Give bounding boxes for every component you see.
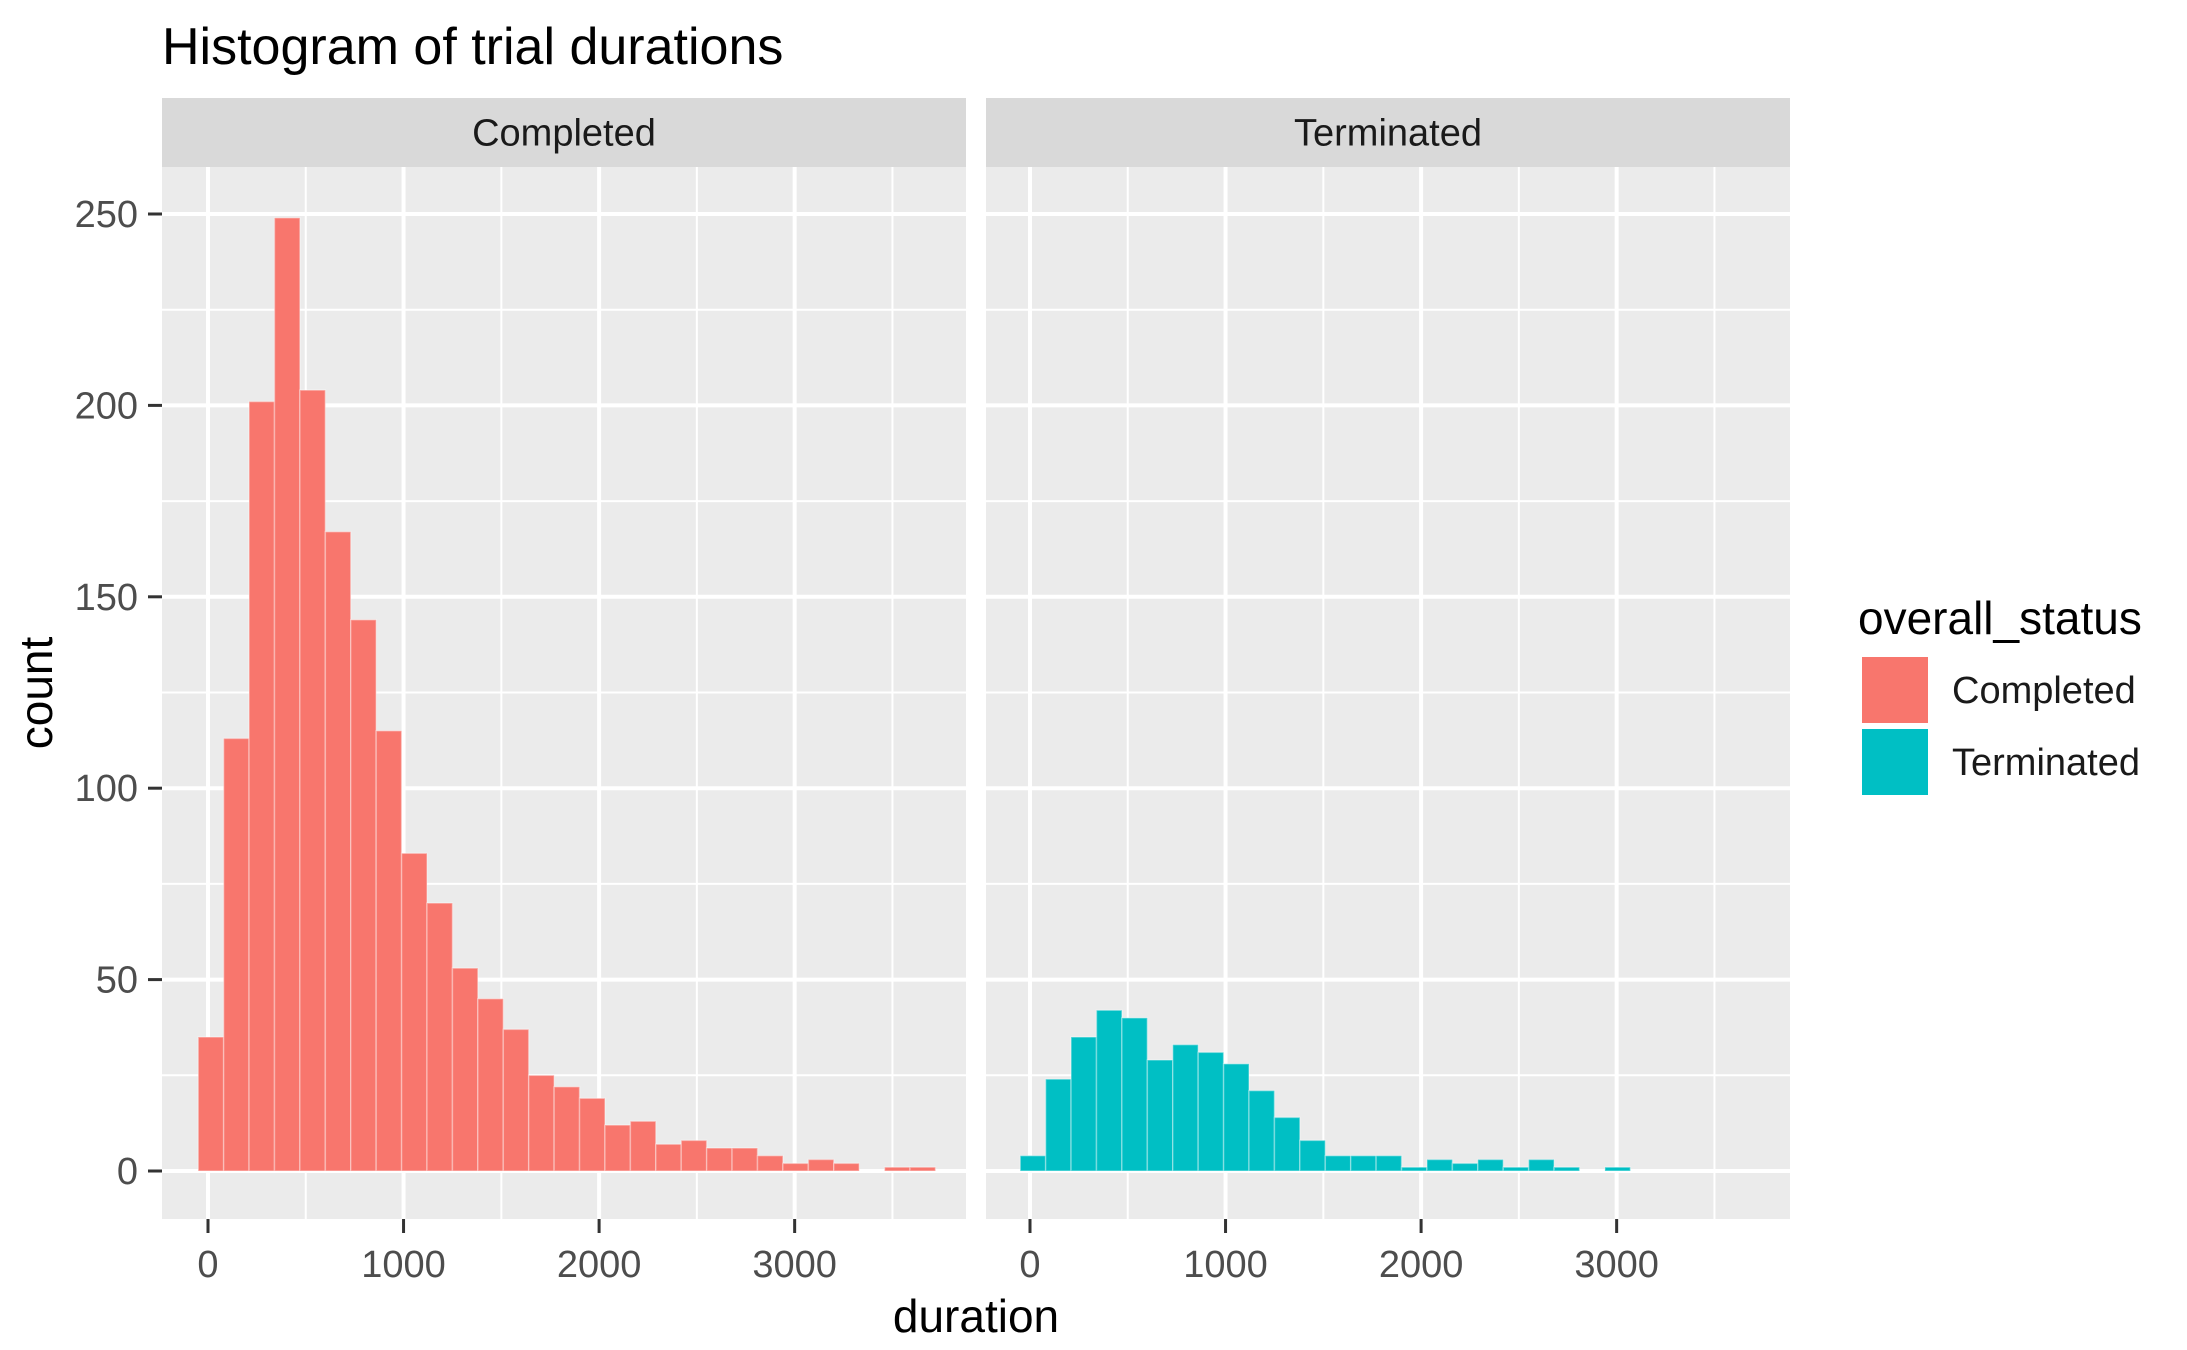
histogram-bar-completed-7 xyxy=(375,730,403,1172)
histogram-bar-terminated-0 xyxy=(1019,1154,1047,1172)
y-tick-label: 200 xyxy=(75,385,138,427)
histogram-bar-completed-4 xyxy=(299,389,327,1172)
histogram-bar-terminated-16 xyxy=(1426,1158,1454,1172)
histogram-bar-completed-19 xyxy=(680,1139,708,1172)
histogram-bar-completed-24 xyxy=(807,1158,835,1172)
histogram-bar-completed-8 xyxy=(400,852,428,1172)
histogram-bar-terminated-17 xyxy=(1451,1162,1479,1172)
facet-strips: Completed Terminated xyxy=(162,98,1790,167)
histogram-bar-terminated-21 xyxy=(1553,1166,1581,1172)
histogram-bar-completed-18 xyxy=(655,1143,682,1172)
x-tick-label: 1000 xyxy=(361,1244,446,1286)
histogram-bar-terminated-20 xyxy=(1527,1158,1555,1172)
histogram-bar-terminated-6 xyxy=(1172,1043,1199,1172)
histogram-bar-terminated-2 xyxy=(1070,1036,1098,1172)
facet-strip-terminated xyxy=(986,98,1790,167)
legend: overall_status Completed Terminated xyxy=(1858,592,2142,795)
histogram-bar-completed-6 xyxy=(350,619,377,1172)
histogram-bar-terminated-1 xyxy=(1044,1078,1072,1172)
facet-strip-label: Terminated xyxy=(1294,113,1482,155)
histogram-bar-completed-16 xyxy=(604,1124,632,1172)
histogram-bar-completed-0 xyxy=(197,1036,225,1172)
legend-title: overall_status xyxy=(1858,592,2142,644)
plot-title: Histogram of trial durations xyxy=(162,18,783,76)
x-tick-label: 3000 xyxy=(1574,1244,1659,1286)
histogram-bar-terminated-11 xyxy=(1299,1139,1327,1172)
histogram-bar-completed-15 xyxy=(578,1097,606,1172)
x-tick-label: 1000 xyxy=(1183,1244,1268,1286)
histogram-bar-terminated-19 xyxy=(1502,1166,1530,1172)
histogram-bar-terminated-18 xyxy=(1477,1158,1504,1172)
histogram-bar-completed-14 xyxy=(553,1086,581,1172)
y-tick-label: 50 xyxy=(96,960,138,1002)
legend-label-completed: Completed xyxy=(1952,670,2136,712)
histogram-bar-terminated-15 xyxy=(1400,1166,1428,1172)
histogram-bar-completed-22 xyxy=(756,1154,784,1172)
histogram-bar-completed-27 xyxy=(883,1166,911,1172)
histogram-bar-completed-2 xyxy=(248,400,276,1172)
y-axis-title: count xyxy=(10,637,62,750)
histogram-bar-terminated-12 xyxy=(1324,1154,1352,1172)
y-tick-label: 0 xyxy=(117,1151,138,1193)
histogram-bar-completed-17 xyxy=(629,1120,657,1172)
legend-swatch-terminated xyxy=(1862,729,1928,795)
legend-label-terminated: Terminated xyxy=(1952,742,2140,784)
histogram-bar-terminated-8 xyxy=(1222,1063,1250,1172)
histogram-bar-completed-20 xyxy=(705,1147,733,1172)
histogram-bar-terminated-9 xyxy=(1248,1089,1276,1172)
histogram-bar-completed-3 xyxy=(273,217,301,1172)
histogram-bar-completed-12 xyxy=(502,1028,530,1172)
x-axis-title: duration xyxy=(893,1290,1059,1342)
x-tick-label: 0 xyxy=(1019,1244,1040,1286)
histogram-bar-terminated-4 xyxy=(1121,1017,1149,1172)
x-tick-label: 0 xyxy=(197,1244,218,1286)
histogram-bar-terminated-13 xyxy=(1349,1154,1377,1172)
y-tick-label: 100 xyxy=(75,768,138,810)
histogram-bar-completed-23 xyxy=(782,1162,810,1172)
histogram-bar-completed-13 xyxy=(527,1074,555,1172)
facet-strip-label: Completed xyxy=(472,113,656,155)
histogram-bar-terminated-23 xyxy=(1604,1166,1632,1172)
histogram-bars xyxy=(197,217,1632,1172)
y-tick-label: 150 xyxy=(75,577,138,619)
histogram-bar-completed-10 xyxy=(451,967,479,1172)
histogram-bar-completed-1 xyxy=(222,737,250,1172)
histogram-bar-completed-5 xyxy=(324,530,352,1172)
histogram-bar-terminated-10 xyxy=(1273,1116,1301,1172)
x-tick-label: 3000 xyxy=(752,1244,837,1286)
histogram-bar-terminated-7 xyxy=(1197,1051,1225,1172)
y-tick-label: 250 xyxy=(75,194,138,236)
histogram-bar-terminated-14 xyxy=(1375,1154,1403,1172)
legend-swatch-completed xyxy=(1862,657,1928,723)
histogram-bar-completed-11 xyxy=(477,997,505,1172)
facet-strip-completed xyxy=(162,98,966,167)
axes: 0 1000 2000 3000 0 1000 2000 3000 0 50 100 150 200 25… xyxy=(75,194,1659,1286)
histogram-bar-terminated-3 xyxy=(1095,1009,1123,1172)
histogram-bar-completed-9 xyxy=(426,902,454,1172)
histogram-bar-completed-21 xyxy=(731,1147,759,1172)
histogram-bar-completed-28 xyxy=(909,1166,937,1172)
histogram-bar-completed-25 xyxy=(833,1162,860,1172)
histogram-bar-terminated-5 xyxy=(1146,1059,1174,1172)
x-tick-label: 2000 xyxy=(1379,1244,1464,1286)
x-tick-label: 2000 xyxy=(557,1244,642,1286)
